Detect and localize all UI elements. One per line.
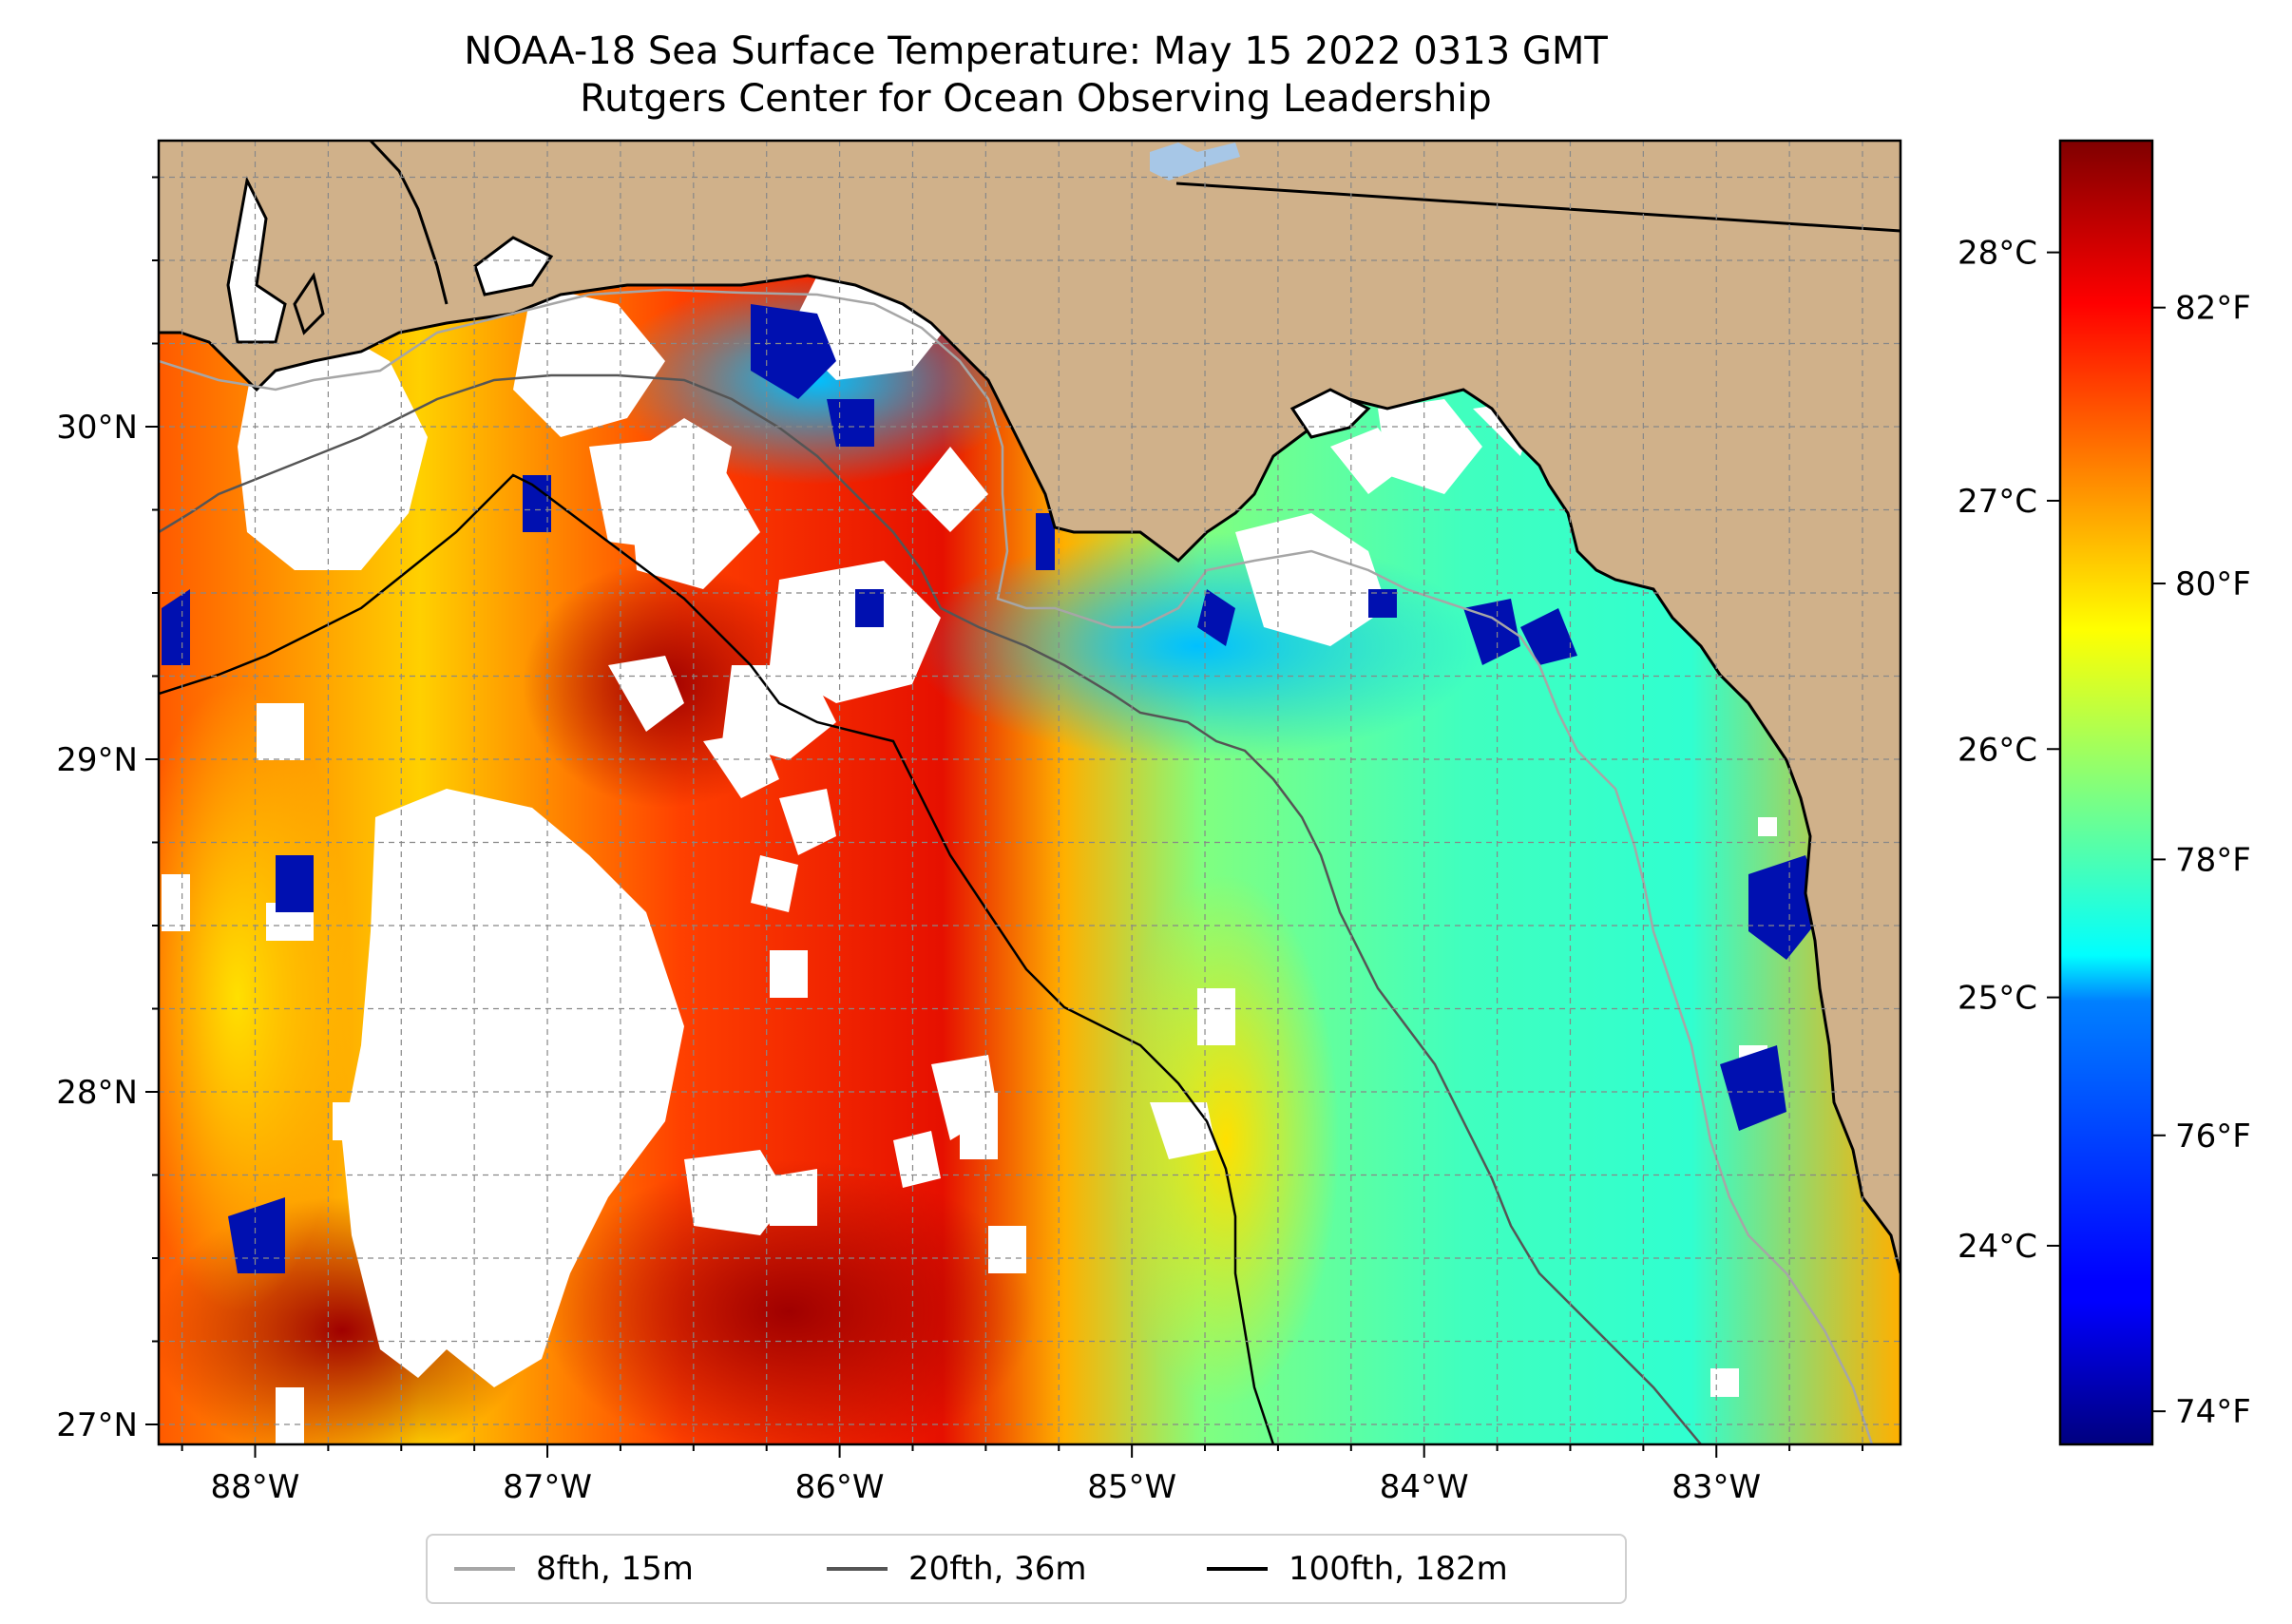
celsius-tick-label: 25°C [1958, 980, 2037, 1018]
fahrenheit-tick-label: 76°F [2175, 1118, 2251, 1156]
lat-tick-label: 28°N [56, 1074, 138, 1112]
fahrenheit-tick-label: 74°F [2175, 1393, 2251, 1431]
map-title: NOAA-18 Sea Surface Temperature: May 15 … [464, 29, 1608, 73]
state-boundary-west [369, 141, 449, 305]
legend-swatch-100fth [1207, 1567, 1268, 1571]
legend-label-8fth: 8fth, 15m [536, 1550, 694, 1588]
legend-item-8fth: 8fth, 15m [454, 1536, 694, 1602]
lake [1150, 143, 1240, 181]
fahrenheit-tick-label: 78°F [2175, 841, 2251, 879]
celsius-tick-label: 24°C [1958, 1228, 2037, 1266]
lat-ticks: 27°N 28°N 29°N 30°N [56, 176, 159, 1444]
legend-swatch-8fth [454, 1567, 515, 1571]
lon-tick-label: 88°W [211, 1468, 300, 1506]
state-boundary [1175, 182, 1900, 233]
colorbar [2058, 139, 2154, 1446]
land-mass [159, 141, 1900, 1273]
celsius-tick-label: 27°C [1958, 483, 2037, 521]
isobath-8fth [159, 288, 1874, 1444]
lon-ticks: 88°W 87°W 86°W 85°W 84°W 83°W [181, 1444, 1864, 1506]
legend-label-20fth: 20fth, 36m [908, 1550, 1087, 1588]
lon-tick-label: 86°W [795, 1468, 885, 1506]
yellow-band-east [1112, 874, 1340, 1406]
cool-band-coast [912, 532, 1482, 760]
celsius-tick-label: 26°C [1958, 731, 2037, 769]
coastline [159, 274, 1900, 1274]
colorbar-celsius-ticks: 24°C 25°C 26°C 27°C 28°C [1958, 235, 2060, 1266]
lon-tick-label: 85°W [1087, 1468, 1176, 1506]
lon-tick-label: 84°W [1380, 1468, 1469, 1506]
map-frame [157, 139, 1902, 1446]
grid-lines [159, 141, 1900, 1444]
lon-tick-label: 87°W [503, 1468, 592, 1506]
celsius-tick-label: 28°C [1958, 235, 2037, 273]
colorbar-fahrenheit-ticks: 74°F 76°F 78°F 80°F 82°F [2152, 290, 2251, 1431]
lon-tick-label: 83°W [1671, 1468, 1761, 1506]
lat-tick-label: 27°N [56, 1406, 138, 1444]
lat-tick-label: 30°N [56, 409, 138, 447]
map-subtitle: Rutgers Center for Ocean Observing Leade… [580, 77, 1492, 121]
legend-swatch-20fth [827, 1567, 888, 1571]
fahrenheit-tick-label: 80°F [2175, 565, 2251, 603]
isobath-100fth [159, 473, 1275, 1444]
coastal-bays [226, 176, 1371, 439]
map-area [159, 141, 1900, 1444]
lat-tick-label: 29°N [56, 741, 138, 779]
fahrenheit-tick-label: 82°F [2175, 290, 2251, 328]
isobath-legend: 8fth, 15m 20fth, 36m 100fth, 182m [426, 1534, 1627, 1604]
legend-label-100fth: 100fth, 182m [1289, 1550, 1508, 1588]
isobath-20fth [159, 373, 1702, 1444]
legend-item-100fth: 100fth, 182m [1207, 1536, 1508, 1602]
legend-item-20fth: 20fth, 36m [827, 1536, 1087, 1602]
